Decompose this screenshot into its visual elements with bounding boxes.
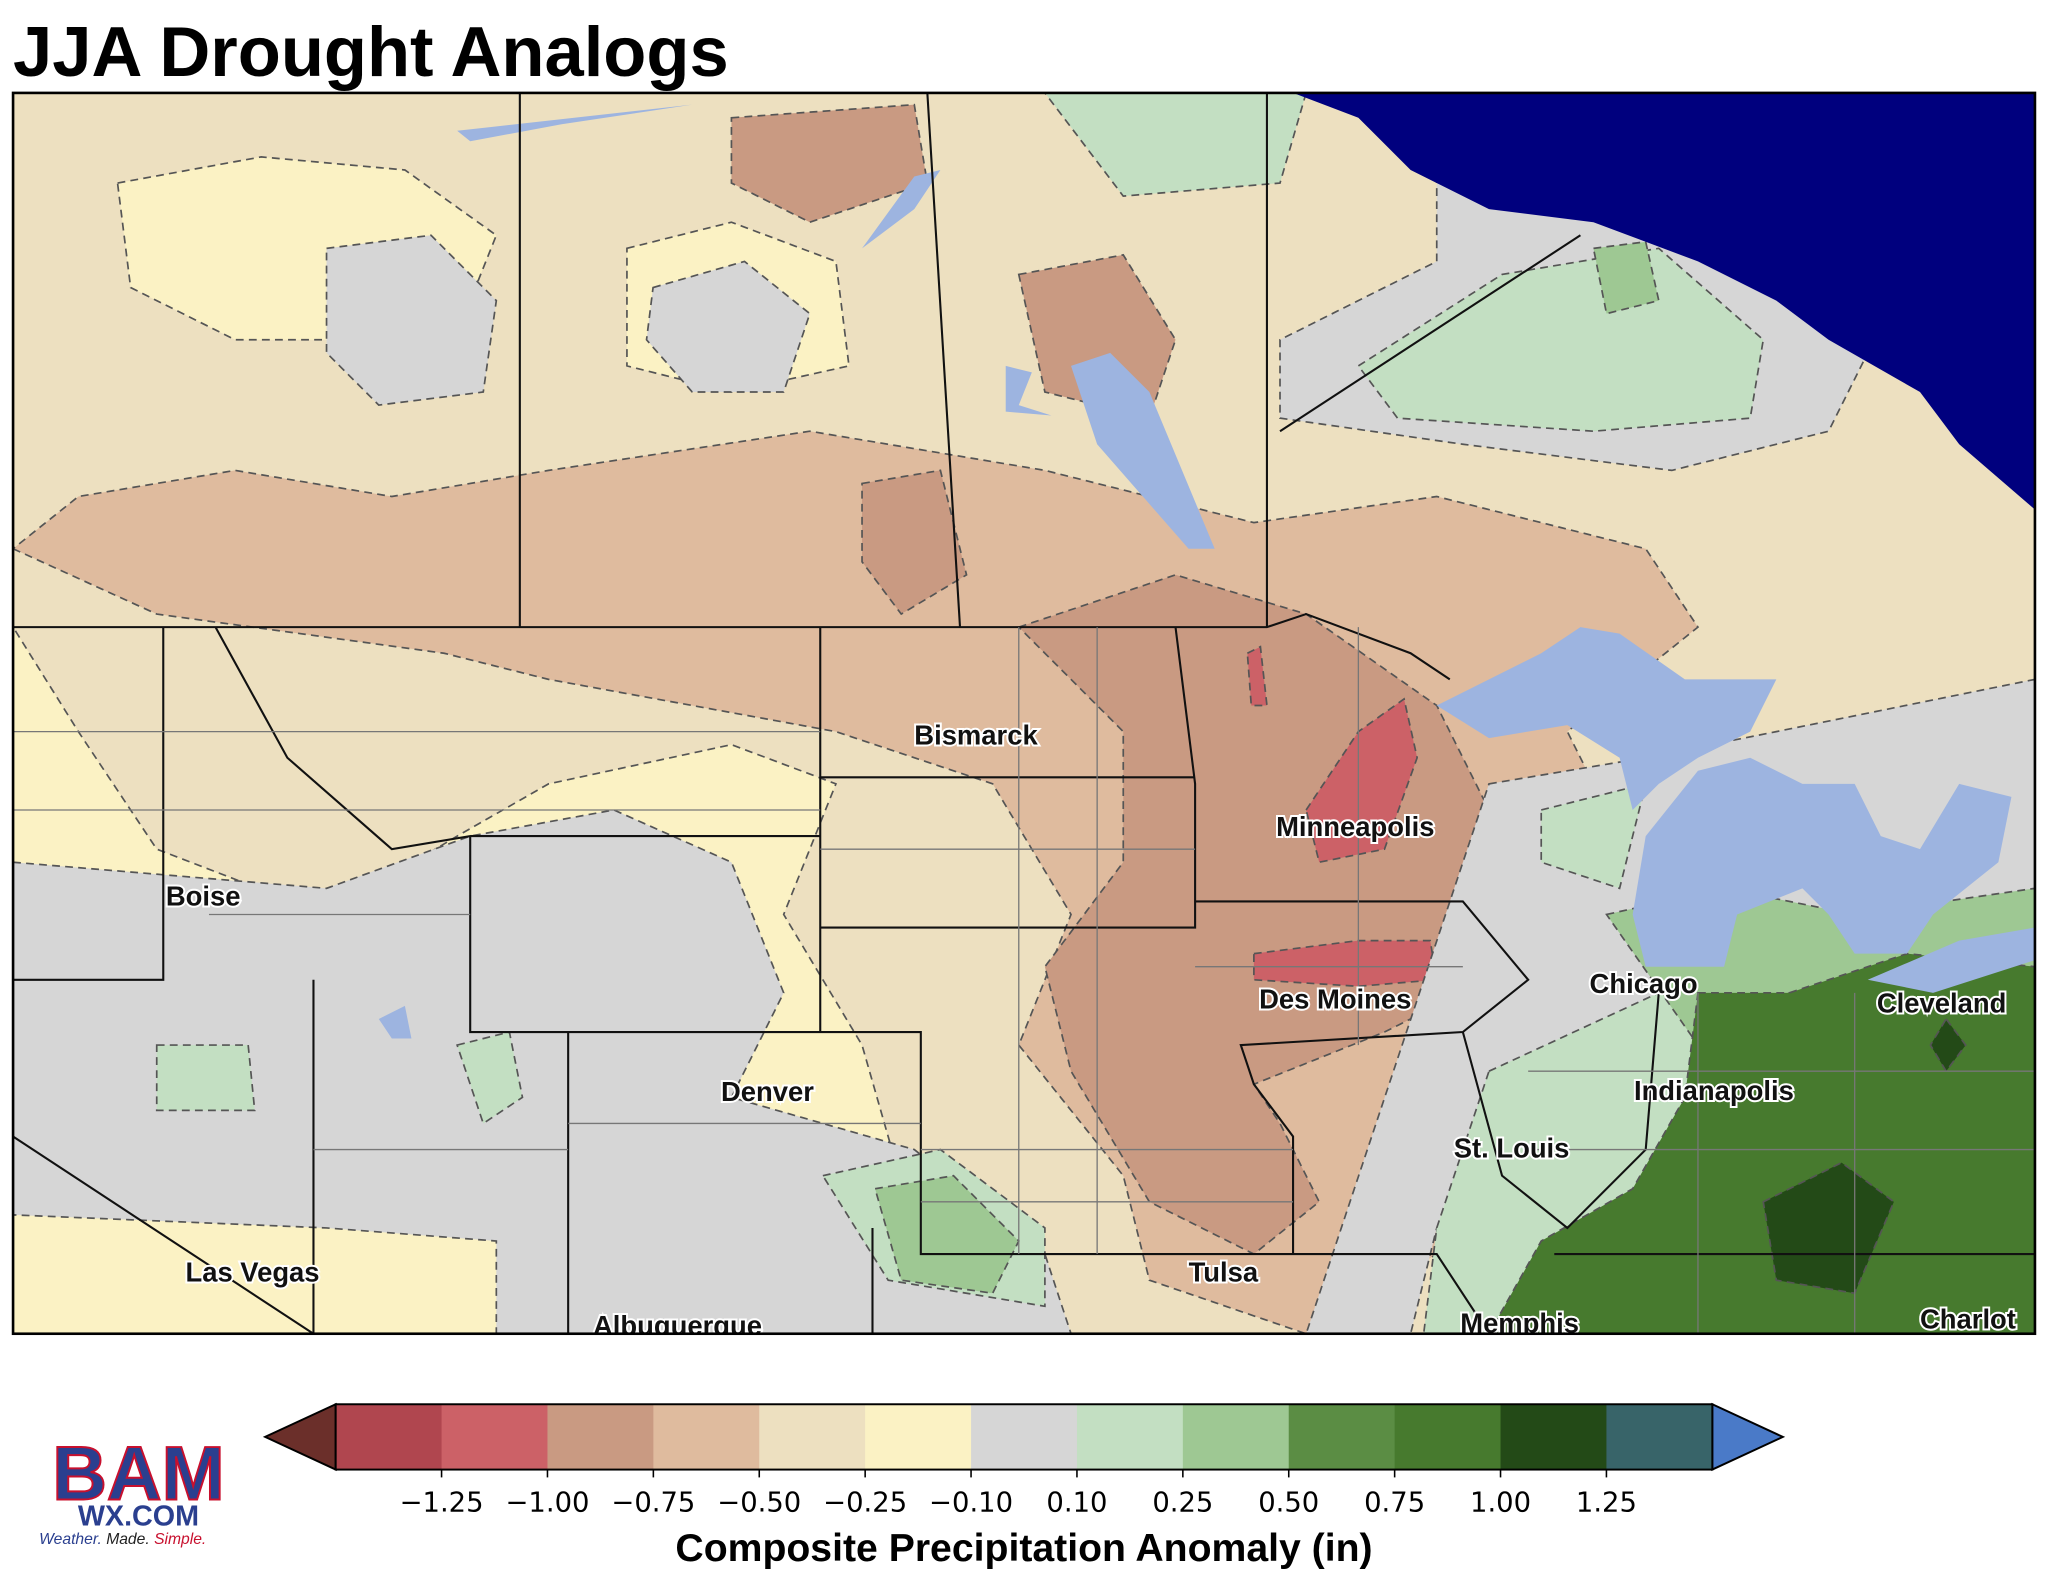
city-label: Chicago: [1590, 968, 1698, 999]
colorbar-tick-label: −0.25: [823, 1487, 907, 1518]
city-label: Indianapolis: [1634, 1075, 1794, 1106]
city-label: Bismarck: [914, 720, 1038, 751]
colorbar-tick-label: −1.00: [505, 1487, 589, 1518]
city-label: Memphis: [1460, 1307, 1579, 1338]
map: Bismarck Minneapolis Boise Des Moines Ch…: [13, 92, 2035, 1341]
colorbar-box: [865, 1404, 972, 1470]
colorbar-box: [1606, 1404, 1713, 1470]
colorbar-box: [653, 1404, 760, 1470]
colorbar-tick-label: 0.75: [1364, 1487, 1425, 1518]
colorbar-box: [1394, 1404, 1502, 1470]
tagline-word: Made.: [106, 1531, 150, 1548]
city-label: Albuquerque: [593, 1310, 762, 1341]
map-frame: [11, 91, 2037, 1336]
colorbar-tick-label: 1.00: [1470, 1487, 1531, 1518]
colorbar-extend: [1711, 1402, 1786, 1472]
colorbar-box: [547, 1404, 655, 1470]
city-label: St. Louis: [1454, 1132, 1570, 1163]
colorbar-box: [441, 1404, 549, 1470]
colorbar-box: [971, 1404, 1078, 1470]
city-label: Tulsa: [1189, 1256, 1259, 1287]
colorbar-tick-label: 0.50: [1258, 1487, 1319, 1518]
city-label: Las Vegas: [185, 1256, 319, 1287]
logo-mark: BAM: [52, 1432, 225, 1517]
logo: BAM WX.COM Weather. Made. Simple.: [39, 1431, 226, 1548]
city-label: Des Moines: [1259, 984, 1411, 1015]
colorbar: −1.25 −1.00 −0.75 −0.50 −0.25 −0.10 0.10 0.25 0.…: [262, 1402, 1786, 1518]
colorbar-tick-label: 0.10: [1046, 1487, 1107, 1518]
colorbar-box: [1182, 1404, 1290, 1470]
colorbar-box: [759, 1404, 866, 1470]
city-label: Cleveland: [1877, 987, 2006, 1018]
colorbar-tick-label: −0.75: [611, 1487, 695, 1518]
colorbar-tick-label: −0.50: [717, 1487, 801, 1518]
logo-site: WX.COM: [78, 1501, 199, 1533]
city-label: Charlot: [1920, 1304, 2016, 1335]
tagline-word: Weather.: [39, 1531, 102, 1548]
colorbar-tick-label: 0.25: [1152, 1487, 1213, 1518]
city-label: Minneapolis: [1276, 811, 1434, 842]
colorbar-box: [1288, 1404, 1396, 1470]
colorbar-box: [1500, 1404, 1608, 1470]
colorbar-box: [1076, 1404, 1184, 1470]
logo-tagline: Weather. Made. Simple.: [39, 1531, 206, 1548]
colorbar-extend: [262, 1402, 337, 1472]
city-label: Boise: [166, 880, 241, 911]
tagline-word: Simple.: [154, 1531, 206, 1548]
colorbar-tick-label: −0.10: [929, 1487, 1013, 1518]
colorbar-tick-label: −1.25: [400, 1487, 484, 1518]
colorbar-tick-label: 1.25: [1576, 1487, 1637, 1518]
colorbar-label: Composite Precipitation Anomaly (in): [675, 1527, 1372, 1570]
colorbar-frame: [334, 1403, 1714, 1471]
city-label: Denver: [721, 1076, 814, 1107]
title: JJA Drought Analogs: [13, 12, 729, 91]
colorbar-box: [335, 1404, 443, 1470]
